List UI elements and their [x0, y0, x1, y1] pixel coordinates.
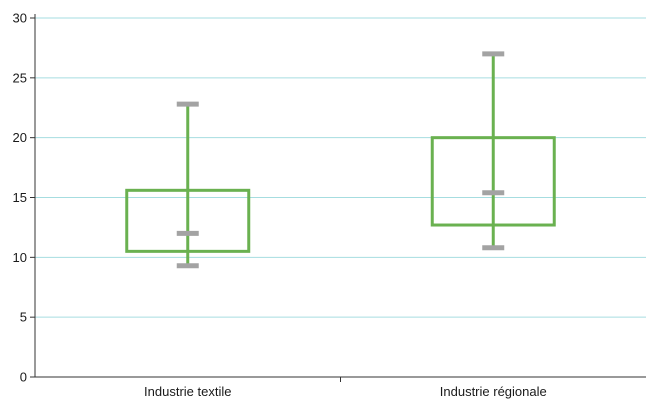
x-category-label: Industrie textile — [144, 384, 231, 399]
iqr-box — [125, 188, 251, 253]
y-tick-label: 5 — [20, 310, 27, 325]
gridlines — [35, 17, 646, 318]
y-tick-label: 20 — [13, 130, 27, 145]
y-tick-label: 15 — [13, 190, 27, 205]
boxes — [125, 51, 556, 269]
y-tick-label: 10 — [13, 250, 27, 265]
axes — [30, 14, 646, 382]
box-group — [430, 51, 556, 251]
y-tick-label: 0 — [20, 370, 27, 385]
y-tick-labels: 0 5 10 15 20 25 30 — [13, 11, 27, 385]
y-tick-label: 30 — [13, 11, 27, 26]
x-category-label: Industrie régionale — [440, 384, 547, 399]
y-tick-label: 25 — [13, 70, 27, 85]
x-category-labels: Industrie textile Industrie régionale — [144, 384, 547, 399]
iqr-box — [430, 136, 556, 227]
box-group — [125, 101, 251, 269]
